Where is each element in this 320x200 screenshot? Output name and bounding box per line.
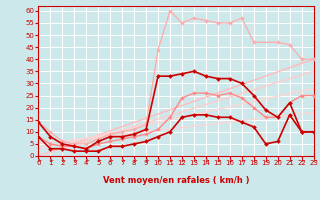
X-axis label: Vent moyen/en rafales ( km/h ): Vent moyen/en rafales ( km/h ) xyxy=(103,176,249,185)
